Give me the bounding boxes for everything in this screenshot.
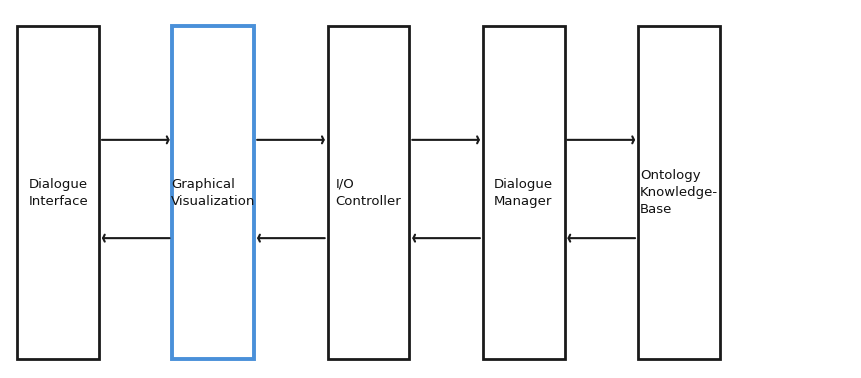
Text: Ontology
Knowledge-
Base: Ontology Knowledge- Base	[639, 169, 717, 216]
Bar	[17, 26, 99, 359]
Text: Graphical
Visualization: Graphical Visualization	[171, 178, 255, 208]
Text: Dialogue
Interface: Dialogue Interface	[28, 178, 88, 208]
Text: Dialogue
Manager: Dialogue Manager	[493, 178, 553, 208]
Bar	[172, 26, 254, 359]
Bar	[482, 26, 564, 359]
Text: I/O
Controller: I/O Controller	[335, 178, 401, 208]
Bar	[327, 26, 409, 359]
Bar	[637, 26, 719, 359]
